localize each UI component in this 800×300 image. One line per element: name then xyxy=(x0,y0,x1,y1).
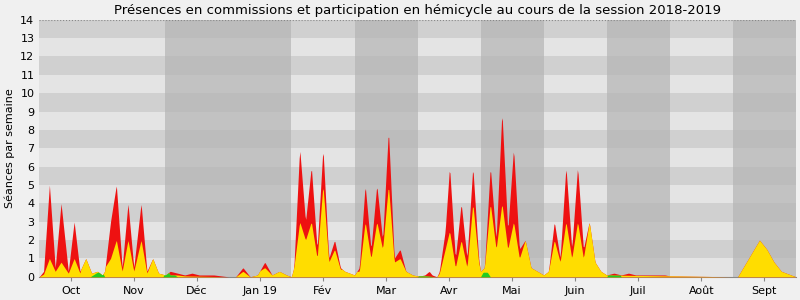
Bar xyxy=(39,203,796,222)
Y-axis label: Séances par semaine: Séances par semaine xyxy=(4,88,14,208)
Bar xyxy=(39,93,796,112)
Title: Présences en commissions et participation en hémicycle au cours de la session 20: Présences en commissions et participatio… xyxy=(114,4,721,17)
Bar xyxy=(39,56,796,75)
Bar xyxy=(39,240,796,258)
Bar xyxy=(481,20,544,277)
Bar xyxy=(39,148,796,166)
Bar xyxy=(39,258,796,277)
Bar xyxy=(39,130,796,148)
Bar xyxy=(354,20,418,277)
Bar xyxy=(39,167,796,185)
Bar xyxy=(606,20,670,277)
Bar xyxy=(733,20,796,277)
Bar xyxy=(166,20,228,277)
Bar xyxy=(39,222,796,240)
Bar xyxy=(39,75,796,93)
Bar xyxy=(39,112,796,130)
Bar xyxy=(39,38,796,56)
Bar xyxy=(39,20,796,38)
Bar xyxy=(228,20,291,277)
Bar xyxy=(39,185,796,203)
